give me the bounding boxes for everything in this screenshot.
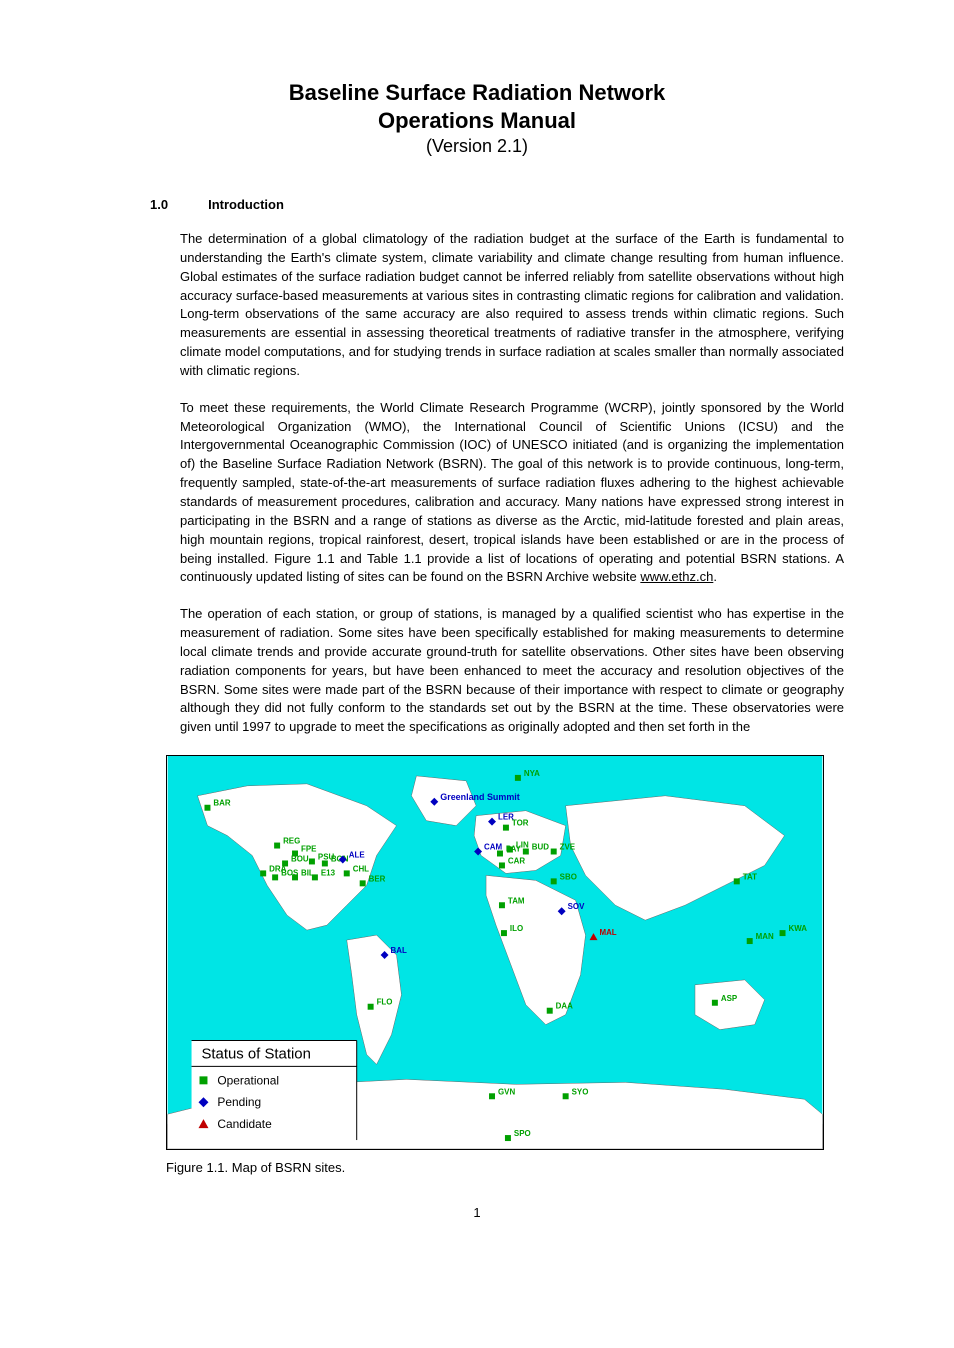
svg-text:ASP: ASP [721,994,738,1003]
svg-text:SPO: SPO [514,1129,531,1138]
svg-text:CAM: CAM [484,843,502,852]
section-number: 1.0 [150,197,168,212]
svg-text:LIN: LIN [516,841,529,850]
svg-text:BUD: BUD [532,843,549,852]
svg-text:Status of Station: Status of Station [201,1046,310,1063]
svg-text:Candidate: Candidate [217,1117,272,1131]
paragraph-1: The determination of a global climatolog… [180,230,844,381]
svg-text:ALE: ALE [349,851,365,860]
svg-text:SOV: SOV [568,902,585,911]
paragraph-2-post: . [713,569,717,584]
svg-text:BOU: BOU [291,855,309,864]
svg-text:FLO: FLO [377,998,393,1007]
document-title-line2: Operations Manual [110,108,844,134]
svg-text:TAT: TAT [743,872,757,881]
svg-text:Greenland Summit: Greenland Summit [440,792,519,802]
svg-text:KWA: KWA [789,924,808,933]
svg-text:DAA: DAA [556,1002,573,1011]
svg-text:CAR: CAR [508,857,525,866]
svg-text:FPE: FPE [301,845,316,854]
svg-text:MAN: MAN [756,932,774,941]
svg-text:BER: BER [369,874,386,883]
svg-text:ILO: ILO [510,924,523,933]
section-header: 1.0 Introduction [110,197,844,212]
svg-text:E13: E13 [321,868,336,877]
archive-link[interactable]: www.ethz.ch [640,569,713,584]
svg-text:Operational: Operational [217,1073,279,1087]
page-number: 1 [110,1205,844,1220]
svg-text:Pending: Pending [217,1095,261,1109]
svg-text:TOR: TOR [512,819,529,828]
document-version: (Version 2.1) [110,136,844,157]
svg-text:TAM: TAM [508,896,525,905]
svg-text:BAL: BAL [391,946,407,955]
figure-caption: Figure 1.1. Map of BSRN sites. [166,1160,844,1175]
svg-text:CHL: CHL [353,865,369,874]
paragraph-2: To meet these requirements, the World Cl… [180,399,844,587]
svg-text:BAR: BAR [213,799,230,808]
document-title-line1: Baseline Surface Radiation Network [110,80,844,106]
svg-text:NYA: NYA [524,769,540,778]
paragraph-3: The operation of each station, or group … [180,605,844,737]
bsrn-sites-map: BARNYAGreenland SummitLERTORREGFPEBOUPSU… [166,755,824,1150]
svg-text:SBO: SBO [560,872,577,881]
section-heading: Introduction [208,197,284,212]
svg-text:MAL: MAL [599,928,616,937]
map-container: BARNYAGreenland SummitLERTORREGFPEBOUPSU… [166,755,824,1150]
svg-text:ZVE: ZVE [560,843,575,852]
svg-text:GVN: GVN [498,1087,515,1096]
svg-text:SYO: SYO [572,1087,589,1096]
paragraph-2-pre: To meet these requirements, the World Cl… [180,400,844,585]
svg-text:REG: REG [283,837,300,846]
